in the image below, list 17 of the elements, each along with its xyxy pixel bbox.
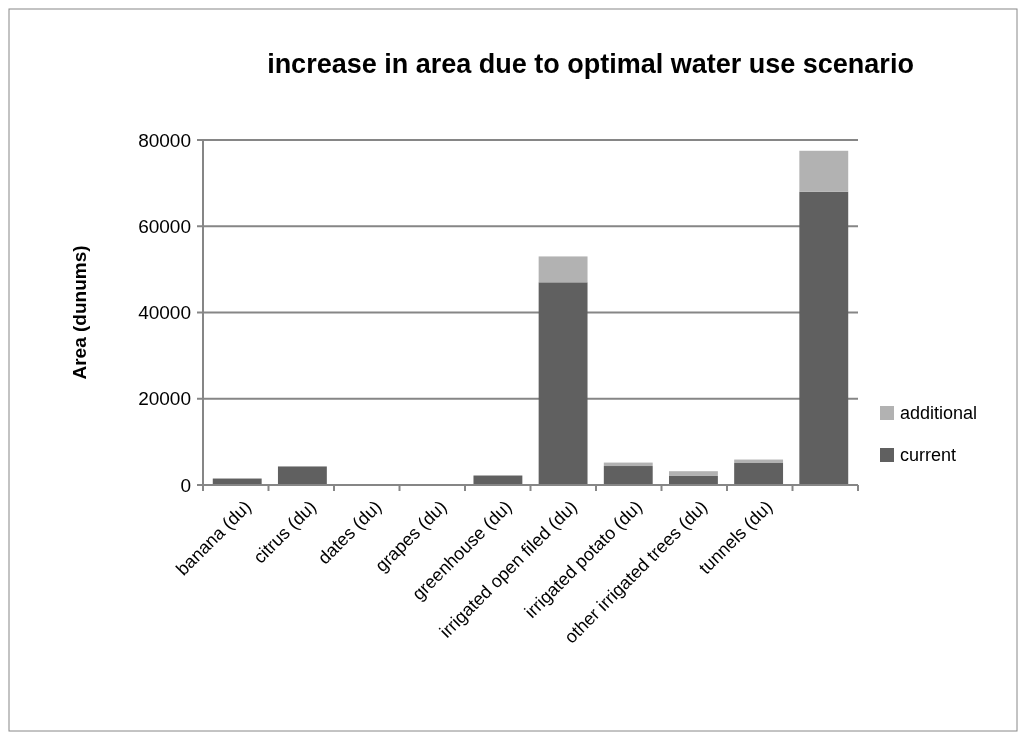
legend-label: current [900, 445, 957, 466]
bar [799, 191, 849, 485]
legend-label: additional [900, 403, 978, 424]
bar [734, 463, 784, 485]
y-axis-title: Area (dunums) [69, 245, 90, 380]
y-tick-label: 60000 [138, 215, 191, 237]
bar [799, 150, 849, 192]
y-tick-label: 40000 [138, 302, 191, 324]
y-tick-label: 20000 [138, 388, 191, 410]
y-tick-label: 0 [180, 474, 191, 496]
bar [669, 471, 718, 476]
chart-title: increase in area due to optimal water use scenario [267, 49, 914, 79]
bar [538, 256, 588, 283]
bar [603, 466, 653, 485]
bar [538, 282, 588, 485]
bar [277, 466, 327, 485]
y-tick-label: 80000 [138, 129, 191, 151]
